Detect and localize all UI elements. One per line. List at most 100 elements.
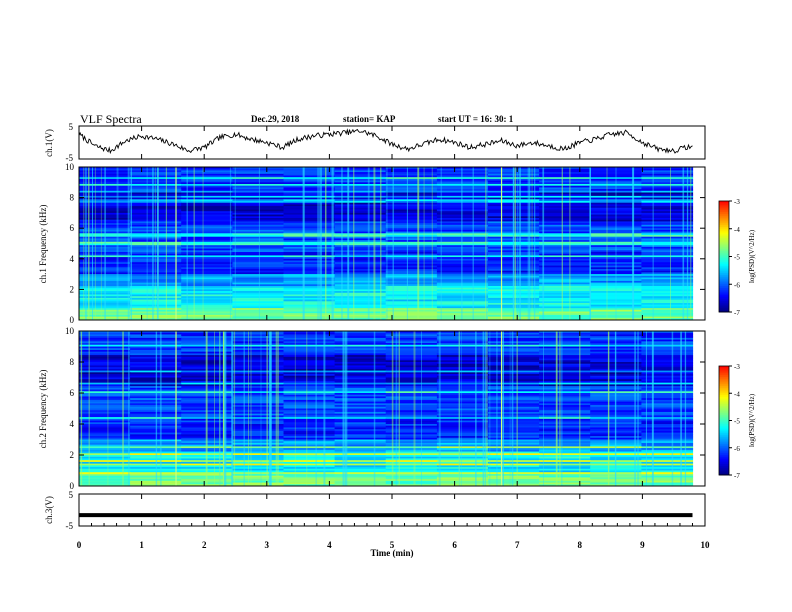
spectrogram-cell	[232, 351, 285, 354]
spectrogram-cell	[79, 410, 131, 413]
spectrogram-cell	[283, 248, 336, 251]
spectrogram-cell	[641, 253, 694, 256]
spectrogram-cell	[334, 418, 387, 421]
spectrogram-cell	[232, 436, 285, 439]
spectrogram-cell	[488, 384, 540, 387]
spectrogram-cell	[436, 224, 489, 227]
spectrogram-sferic	[561, 331, 563, 486]
colorbar-swatch	[719, 433, 729, 436]
spectrogram-cell	[79, 408, 131, 411]
spectrogram-cell	[283, 246, 336, 249]
spectrogram-sferic	[320, 167, 322, 320]
spectrogram-cell	[385, 284, 438, 287]
spectrogram-cell	[385, 331, 438, 334]
spectrogram-cell	[488, 442, 540, 445]
spectrogram-sferic	[486, 167, 488, 320]
spectrogram-cell	[436, 303, 489, 305]
spectrogram-cell	[334, 444, 387, 447]
spectrogram-cell	[641, 226, 694, 229]
spectrogram-cell	[334, 296, 387, 299]
spectrogram-cell	[641, 206, 694, 209]
spectrogram-cell	[539, 465, 591, 468]
spectrogram-sferic	[104, 167, 106, 320]
spectrogram-cell	[79, 331, 131, 334]
colorbar-tick-label: -4	[734, 226, 740, 234]
colorbar-swatch	[719, 238, 729, 241]
spectrogram-cell	[641, 272, 694, 275]
spectrogram-cell	[283, 313, 336, 316]
spectrogram-cell	[283, 289, 336, 292]
spectrogram-cell	[641, 473, 694, 476]
spectrogram-cell	[641, 173, 694, 176]
spectrogram-cell	[436, 441, 489, 444]
spectrogram-cell	[488, 441, 540, 444]
spectrogram-cell	[539, 272, 591, 275]
spectrogram-cell	[283, 238, 336, 241]
spectrogram-cell	[436, 368, 489, 371]
spectrogram-sferic	[651, 331, 654, 486]
spectrogram-cell	[334, 216, 387, 219]
spectrogram-cell	[539, 212, 591, 215]
spectrogram-cell	[79, 458, 131, 461]
spectrogram-cell	[283, 382, 336, 385]
spectrogram-cell	[232, 422, 285, 425]
spectrogram-cell	[539, 175, 591, 178]
spectrogram-cell	[539, 379, 591, 382]
spectrogram-cell	[539, 367, 591, 370]
spectrogram-cell	[283, 204, 336, 207]
colorbar-swatch	[719, 278, 729, 281]
spectrogram-cell	[334, 241, 387, 244]
spectrogram-sferic	[373, 167, 376, 320]
ch1-spectrogram-ytick-label: 0	[70, 315, 75, 325]
spectrogram-sferic	[122, 331, 124, 486]
spectrogram-cell	[283, 343, 336, 346]
x-tick-label: 7	[515, 540, 520, 550]
spectrogram-cell	[283, 451, 336, 454]
spectrogram-cell	[232, 363, 285, 366]
spectrogram-sferic	[233, 331, 236, 486]
spectrogram-cell	[130, 243, 182, 246]
spectrogram-cell	[436, 226, 489, 229]
spectrogram-cell	[334, 258, 387, 261]
header-date: Dec.29, 2018	[251, 114, 300, 124]
spectrogram-cell	[232, 175, 285, 178]
spectrogram-cell	[334, 192, 387, 195]
spectrogram-cell	[181, 296, 233, 299]
spectrogram-cell	[283, 291, 336, 294]
colorbar-swatch	[719, 299, 729, 302]
colorbar-swatch	[719, 276, 729, 280]
spectrogram-cell	[539, 258, 591, 261]
spectrogram-cell	[79, 436, 131, 439]
spectrogram-cell	[232, 420, 285, 423]
spectrogram-cell	[232, 437, 285, 440]
spectrogram-sferic	[472, 167, 474, 320]
spectrogram-cell	[641, 199, 694, 202]
spectrogram-cell	[539, 167, 591, 169]
spectrogram-cell	[334, 274, 387, 277]
colorbar-swatch	[719, 213, 729, 217]
spectrogram-cell	[232, 430, 285, 433]
colorbar-swatch	[719, 393, 729, 396]
spectrogram-cell	[232, 279, 285, 282]
ch1-spectrogram-ytick-label: 2	[70, 284, 75, 294]
spectrogram-cell	[232, 410, 285, 413]
spectrogram-cell	[232, 265, 285, 268]
spectrogram-sferic	[294, 331, 296, 486]
spectrogram-cell	[385, 214, 438, 217]
spectrogram-cell	[488, 460, 540, 463]
spectrogram-cell	[539, 185, 591, 188]
spectrogram-sferic	[127, 167, 130, 320]
spectrogram-cell	[181, 303, 233, 305]
spectrogram-cell	[334, 257, 387, 260]
spectrogram-cell	[232, 472, 285, 475]
spectrogram-cell	[641, 279, 694, 282]
spectrogram-cell	[232, 204, 285, 207]
spectrogram-cell	[283, 463, 336, 466]
spectrogram-cell	[79, 413, 131, 416]
spectrogram-cell	[334, 334, 387, 337]
spectrogram-cell	[641, 255, 694, 258]
spectrogram-cell	[488, 336, 540, 339]
spectrogram-cell	[385, 195, 438, 198]
spectrogram-cell	[539, 177, 591, 180]
spectrogram-cell	[181, 245, 233, 248]
